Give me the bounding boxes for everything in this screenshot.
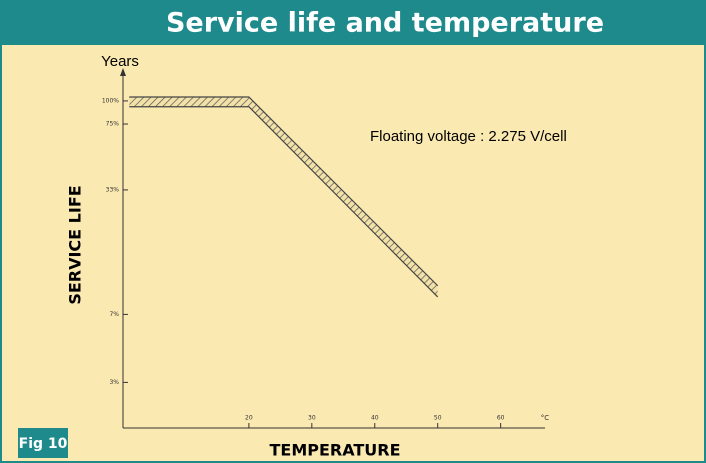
y-tick-label: 100% [102, 97, 119, 104]
y-tick-label: 75% [106, 121, 120, 128]
band-area [129, 97, 438, 297]
band-lower-edge [129, 106, 439, 298]
figure-label-box [18, 428, 68, 458]
x-tick-label: 60 [497, 415, 505, 422]
x-tick-label: 50 [434, 415, 442, 422]
y-axis-arrow [120, 68, 126, 76]
x-tick-label: 30 [308, 415, 316, 422]
band-upper-edge [129, 96, 439, 287]
y-tick-label: 3% [109, 379, 119, 386]
x-tick-label: 40 [371, 415, 379, 422]
figure-label: Fig 10 [19, 436, 68, 452]
x-tick-label: 20 [245, 415, 253, 422]
annotation: Floating voltage : 2.275 V/cell [370, 128, 567, 145]
y-tick-label: 33% [106, 186, 120, 193]
x-axis-label: TEMPERATURE [269, 441, 400, 460]
x-unit: °C [541, 414, 550, 422]
title-bar [0, 0, 706, 45]
chart-title: Service life and temperature [166, 8, 604, 39]
y-axis-label: SERVICE LIFE [66, 185, 85, 304]
y-tick-label: 7% [109, 311, 119, 318]
y-unit: Years [101, 53, 139, 70]
